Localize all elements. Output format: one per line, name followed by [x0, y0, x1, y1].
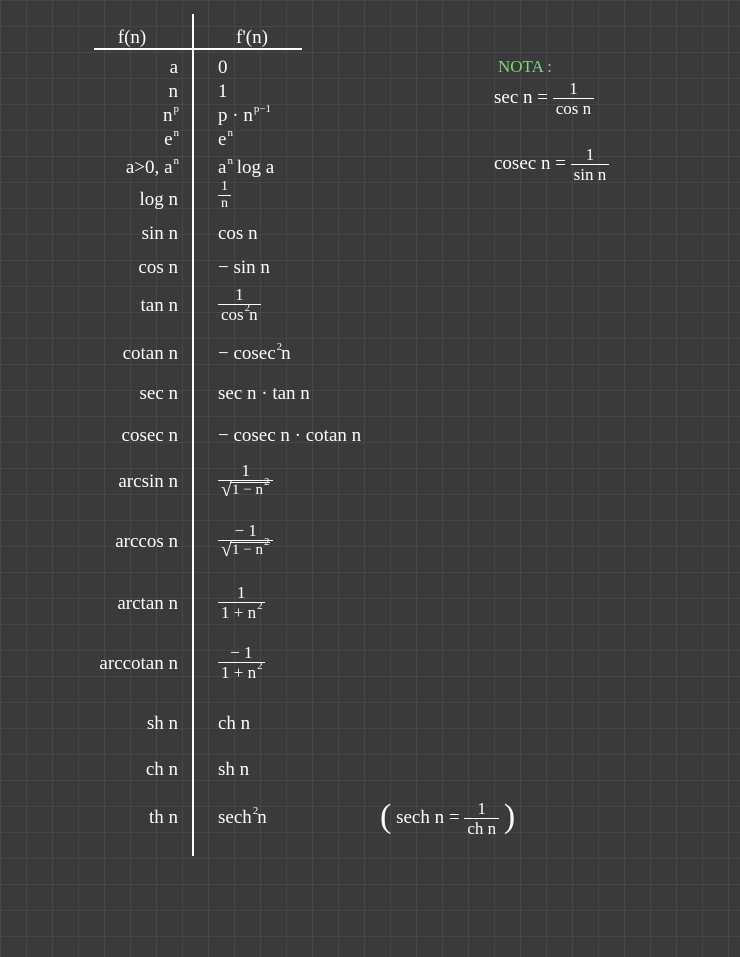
fprime-row-14: 11 + n2: [218, 584, 265, 621]
fn-row-2: np: [163, 106, 178, 125]
fprime-row-12: 1√1 − n2: [218, 462, 273, 499]
fprime-row-0: 0: [218, 58, 228, 77]
fprime-row-7: − sin n: [218, 258, 270, 277]
fprime-row-16: ch n: [218, 714, 250, 733]
fprime-row-11: − cosec n · cotan n: [218, 426, 361, 445]
header-fprime: f'(n): [236, 28, 268, 47]
column-divider: [192, 14, 194, 856]
fn-row-18: th n: [149, 808, 178, 827]
fn-row-6: sin n: [142, 224, 178, 243]
fprime-row-10: sec n · tan n: [218, 384, 310, 403]
fprime-row-15: − 11 + n2: [218, 644, 265, 681]
note-line-1: cosec n = 1sin n: [494, 146, 609, 183]
header-fn: f(n): [118, 28, 146, 47]
fprime-row-13: − 1√1 − n2: [218, 522, 273, 559]
fn-row-10: sec n: [139, 384, 178, 403]
header-rule: [94, 48, 302, 50]
fn-row-15: arccotan n: [99, 654, 178, 673]
fn-row-11: cosec n: [122, 426, 178, 445]
footnote-sech: ( sech n = 1ch n ): [380, 800, 515, 837]
fprime-row-2: p · np−1: [218, 106, 270, 125]
fn-row-12: arcsin n: [118, 472, 178, 491]
fn-row-13: arccos n: [115, 532, 178, 551]
fprime-row-1: 1: [218, 82, 228, 101]
fn-row-14: arctan n: [117, 594, 178, 613]
note-title: NOTA :: [498, 58, 552, 75]
fn-row-5: log n: [139, 190, 178, 209]
fprime-row-8: 1cos2n: [218, 286, 261, 323]
fprime-row-18: sech2n: [218, 808, 267, 827]
fprime-row-5: 1n: [218, 180, 231, 211]
fn-row-9: cotan n: [123, 344, 178, 363]
fn-row-16: sh n: [147, 714, 178, 733]
fn-row-7: cos n: [138, 258, 178, 277]
fn-row-3: en: [164, 130, 178, 149]
fn-row-4: a>0, an: [126, 158, 178, 177]
fprime-row-4: an log a: [218, 158, 274, 177]
fprime-row-17: sh n: [218, 760, 249, 779]
fn-row-17: ch n: [146, 760, 178, 779]
fprime-row-6: cos n: [218, 224, 258, 243]
fprime-row-9: − cosec2n: [218, 344, 291, 363]
fprime-row-3: en: [218, 130, 232, 149]
note-line-0: sec n = 1cos n: [494, 80, 594, 117]
fn-row-1: n: [169, 82, 179, 101]
fn-row-8: tan n: [141, 296, 178, 315]
fn-row-0: a: [170, 58, 178, 77]
